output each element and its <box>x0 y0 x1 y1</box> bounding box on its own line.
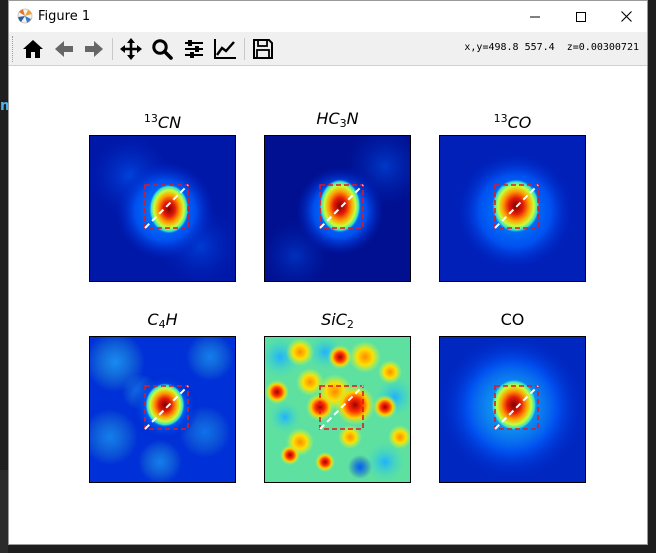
figure-window: Figure 1 <box>8 0 648 545</box>
molecule-name-tail: H <box>165 310 178 329</box>
minimize-button[interactable] <box>512 1 558 32</box>
figure-canvas[interactable]: 13CN HC3N <box>9 66 647 544</box>
magnifier-icon <box>152 39 173 60</box>
panel-title: C4H <box>89 310 236 335</box>
diagonal-cut <box>144 385 189 430</box>
subscript: 2 <box>346 318 354 331</box>
diagonal-cut <box>319 184 364 229</box>
pan-button[interactable] <box>117 35 145 63</box>
extraction-box <box>319 385 364 430</box>
sliders-icon <box>185 40 203 58</box>
intensity-map[interactable] <box>264 135 411 282</box>
configure-subplots-button[interactable] <box>180 35 208 63</box>
diagonal-cut <box>319 385 364 430</box>
isotope-superscript: 13 <box>143 112 158 125</box>
intensity-map[interactable] <box>89 336 236 483</box>
close-icon <box>620 11 632 22</box>
home-icon <box>23 40 43 58</box>
panel-title: SiC2 <box>264 310 411 335</box>
molecule-name-tail: N <box>346 109 359 128</box>
panel-title: 13CO <box>439 109 586 133</box>
toolbar-separator <box>244 38 245 60</box>
floppy-disk-icon <box>253 39 273 59</box>
extraction-box <box>144 385 189 430</box>
extraction-box <box>144 184 189 229</box>
diagonal-cut <box>144 184 189 229</box>
toolbar-grip[interactable] <box>12 36 15 62</box>
subscript: 4 <box>158 318 166 331</box>
molecule-name: C <box>147 310 159 329</box>
extraction-box <box>494 184 539 229</box>
close-button[interactable] <box>603 1 649 32</box>
background-window-strip <box>0 470 8 553</box>
intensity-map[interactable] <box>264 336 411 483</box>
molecule-name: SiC <box>321 310 347 329</box>
panel-title: 13CN <box>89 109 236 133</box>
maximize-button[interactable] <box>558 1 604 32</box>
coordinate-readout: x,y=498.8 557.4 z=0.00300721 <box>464 42 639 53</box>
maximize-icon <box>576 11 586 22</box>
move-icon <box>120 38 142 60</box>
home-button[interactable] <box>19 35 47 63</box>
panel-title: CO <box>439 310 586 330</box>
diagonal-cut <box>494 184 539 229</box>
isotope-superscript: 13 <box>493 112 508 125</box>
arrow-right-icon <box>85 41 103 57</box>
line-chart-icon <box>214 39 236 59</box>
intensity-map[interactable] <box>89 135 236 282</box>
zoom-button[interactable] <box>148 35 176 63</box>
panel-title: HC3N <box>264 109 411 134</box>
arrow-left-icon <box>55 41 73 57</box>
intensity-map[interactable] <box>439 135 586 282</box>
molecule-name: CO <box>500 310 525 329</box>
diagonal-cut <box>494 385 539 430</box>
toolbar-separator <box>112 38 113 60</box>
molecule-name: CN <box>157 113 182 132</box>
title-bar[interactable]: Figure 1 <box>9 1 647 32</box>
intensity-map[interactable] <box>439 336 586 483</box>
extraction-box <box>319 184 364 229</box>
molecule-name: HC <box>316 109 340 128</box>
navigation-toolbar: x,y=498.8 557.4 z=0.00300721 <box>9 32 647 66</box>
window-title: Figure 1 <box>38 9 91 24</box>
forward-button[interactable] <box>80 35 108 63</box>
matplotlib-logo-icon <box>17 8 33 24</box>
subscript: 3 <box>339 117 347 130</box>
edit-axes-button[interactable] <box>211 35 239 63</box>
back-button[interactable] <box>50 35 78 63</box>
save-button[interactable] <box>249 35 277 63</box>
minimize-icon <box>530 16 540 17</box>
extraction-box <box>494 385 539 430</box>
molecule-name: CO <box>507 113 532 132</box>
